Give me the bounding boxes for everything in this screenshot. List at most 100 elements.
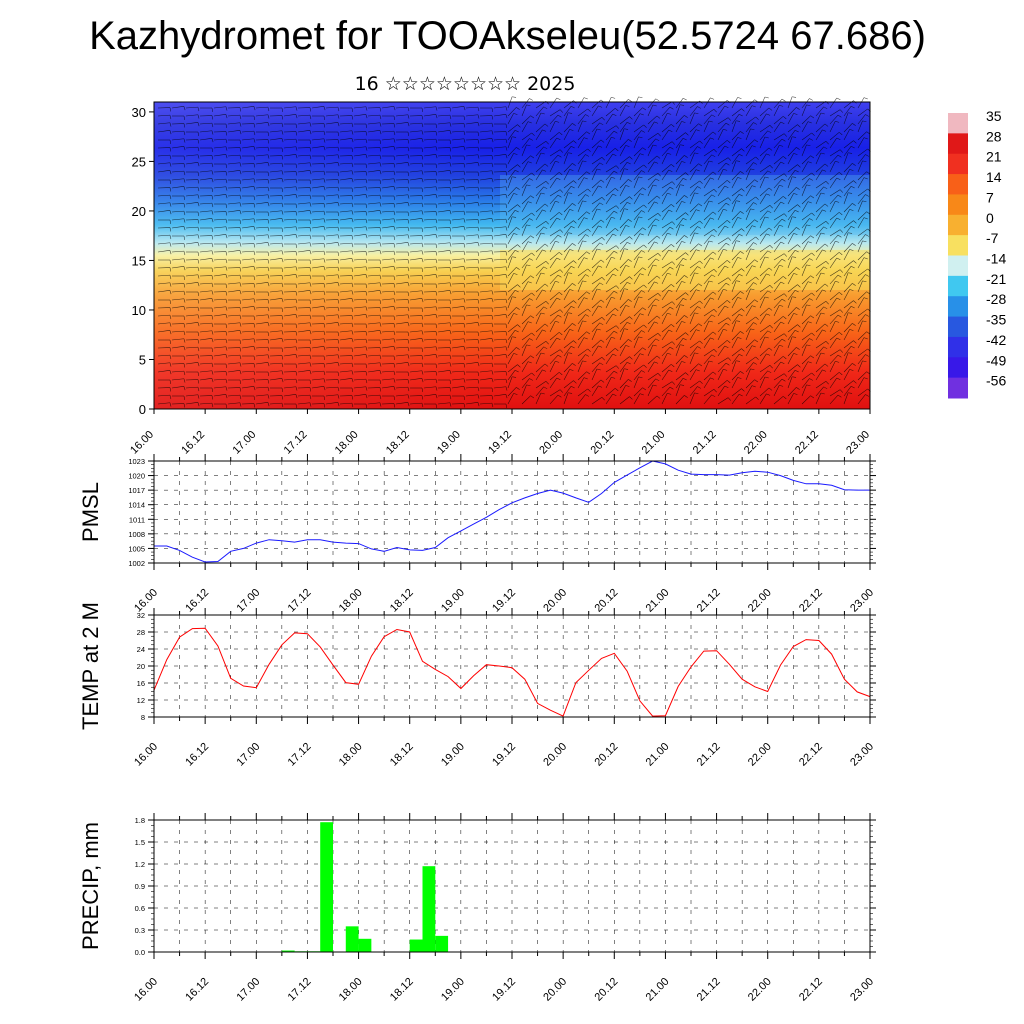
pmsl-panel-xtick-label: 20.00 (541, 587, 569, 615)
colorbar-swatch (948, 275, 968, 297)
heatmap-xtick-label: 22.00 (742, 429, 770, 457)
precip-bar (435, 935, 449, 952)
heatmap-xtick-label: 17.00 (230, 429, 258, 457)
precip-panel-ylabel: PRECIP, mm (78, 822, 103, 950)
colorbar-swatch (948, 316, 968, 338)
precip-panel-xtick-label: 23.00 (848, 976, 876, 1004)
temp-panel-xtick-label: 20.12 (592, 741, 620, 769)
colorbar-label: -28 (986, 291, 1006, 307)
precip-panel-xtick-label: 18.12 (388, 976, 416, 1004)
heatmap-xtick-label: 17.12 (282, 429, 310, 457)
precip-panel-xtick-label: 21.00 (644, 976, 672, 1004)
heatmap-ytick-label: 0 (139, 402, 146, 417)
colorbar-label: -7 (986, 230, 999, 246)
pmsl-panel-ytick-label: 1020 (128, 472, 145, 481)
pmsl-panel-ytick-label: 1005 (128, 544, 145, 553)
colorbar-label: -35 (986, 312, 1006, 328)
precip-bar (320, 822, 333, 952)
field-shading (154, 102, 870, 409)
precip-panel-xtick-label: 21.12 (695, 976, 723, 1004)
precip-panel-ytick-label: 0.3 (135, 926, 145, 935)
colorbar-label: 35 (986, 108, 1002, 124)
heatmap-xtick-label: 20.00 (537, 429, 565, 457)
heatmap-xtick-label: 21.00 (640, 429, 668, 457)
temp-panel-ytick-label: 28 (137, 628, 145, 637)
temp-panel-xtick-label: 17.00 (234, 741, 262, 769)
colorbar-label: -42 (986, 332, 1006, 348)
pmsl-panel-xtick-label: 16.12 (183, 587, 211, 615)
pmsl-panel-xtick-label: 21.12 (695, 587, 723, 615)
colorbar-swatch (948, 113, 968, 134)
temp-panel-frame (153, 614, 871, 718)
temp-panel-xtick-label: 16.00 (132, 741, 160, 769)
precip-bar (281, 950, 295, 952)
temp-panel-xtick-label: 21.12 (695, 741, 723, 769)
heatmap-ytick-label: 10 (132, 303, 146, 318)
temp-panel-xtick-label: 17.12 (286, 741, 314, 769)
heatmap-xtick-label: 16.00 (128, 429, 156, 457)
colorbar-label: -14 (986, 251, 1006, 267)
precip-panel-xtick-label: 16.00 (132, 976, 160, 1004)
precip-bar (358, 938, 372, 952)
precip-panel-ytick-label: 1.5 (135, 838, 145, 847)
colorbar-label: -49 (986, 352, 1006, 368)
pmsl-panel-xtick-label: 21.00 (644, 587, 672, 615)
precip-panel-ytick-label: 0.6 (135, 904, 145, 913)
pmsl-panel-xtick-label: 17.12 (286, 587, 314, 615)
pmsl-panel-xtick-label: 18.00 (337, 587, 365, 615)
precip-panel-ytick-label: 1.2 (135, 860, 145, 869)
temp-panel-xtick-label: 19.12 (490, 741, 518, 769)
precip-panel-xtick-label: 22.00 (746, 976, 774, 1004)
temp-panel-ytick-label: 16 (137, 679, 145, 688)
temp-panel-xtick-label: 18.12 (388, 741, 416, 769)
pmsl-panel-xtick-label: 19.00 (439, 587, 467, 615)
pmsl-panel-ylabel: PMSL (78, 482, 103, 542)
temp-panel-xtick-label: 21.00 (644, 741, 672, 769)
precip-panel-xtick-label: 16.12 (183, 976, 211, 1004)
heatmap-xtick-label: 19.12 (486, 429, 514, 457)
temp-panel-series-line (153, 627, 871, 717)
temp-panel-ytick-label: 12 (137, 696, 145, 705)
precip-panel-xtick-label: 19.12 (490, 976, 518, 1004)
heatmap-xtick-label: 18.12 (384, 429, 412, 457)
colorbar-label: 7 (986, 189, 994, 205)
heatmap-xtick-label: 21.12 (691, 429, 719, 457)
precip-panel-xtick-label: 20.00 (541, 976, 569, 1004)
temp-panel-xtick-label: 20.00 (541, 741, 569, 769)
pmsl-panel-xtick-label: 22.00 (746, 587, 774, 615)
temp-panel-ytick-label: 24 (137, 645, 145, 654)
heatmap-ytick-label: 25 (132, 154, 146, 169)
colorbar-swatch (948, 377, 968, 399)
temp-panel-xtick-label: 19.00 (439, 741, 467, 769)
heatmap-ytick-label: 15 (132, 253, 146, 268)
colorbar-label: 0 (986, 210, 994, 226)
heatmap-xtick-label: 16.12 (179, 429, 207, 457)
pmsl-panel-ytick-label: 1017 (128, 486, 145, 495)
pmsl-panel-xtick-label: 20.12 (592, 587, 620, 615)
precip-panel-frame (153, 819, 871, 953)
pmsl-panel-xtick-label: 18.12 (388, 587, 416, 615)
colorbar-swatch (948, 214, 968, 236)
precip-panel (148, 813, 876, 959)
precip-panel-xtick-label: 17.00 (234, 976, 262, 1004)
precip-panel-ytick-label: 1.8 (135, 816, 145, 825)
colorbar-swatch (948, 296, 968, 318)
colorbar-swatch (948, 357, 968, 379)
precip-bar (422, 866, 436, 952)
colorbar-label: -21 (986, 271, 1006, 287)
precip-bar (409, 939, 423, 952)
temp-panel-xtick-label: 16.12 (183, 741, 211, 769)
pmsl-panel-xtick-label: 23.00 (848, 587, 876, 615)
chart-subtitle: 16 ☆☆☆☆☆☆☆☆ 2025 (354, 73, 576, 95)
heatmap-xtick-label: 22.12 (793, 429, 821, 457)
colorbar-label: 21 (986, 149, 1002, 165)
pmsl-panel-ytick-label: 1023 (128, 457, 145, 466)
precip-panel-xtick-label: 19.00 (439, 976, 467, 1004)
temp-panel-xtick-label: 23.00 (848, 741, 876, 769)
colorbar-swatch (948, 235, 968, 256)
colorbar-label: -56 (986, 373, 1006, 389)
temp-panel-ytick-label: 32 (137, 611, 145, 620)
precip-panel-xtick-label: 17.12 (286, 976, 314, 1004)
precip-bar (345, 926, 359, 952)
heatmap-xtick-label: 19.00 (435, 429, 463, 457)
